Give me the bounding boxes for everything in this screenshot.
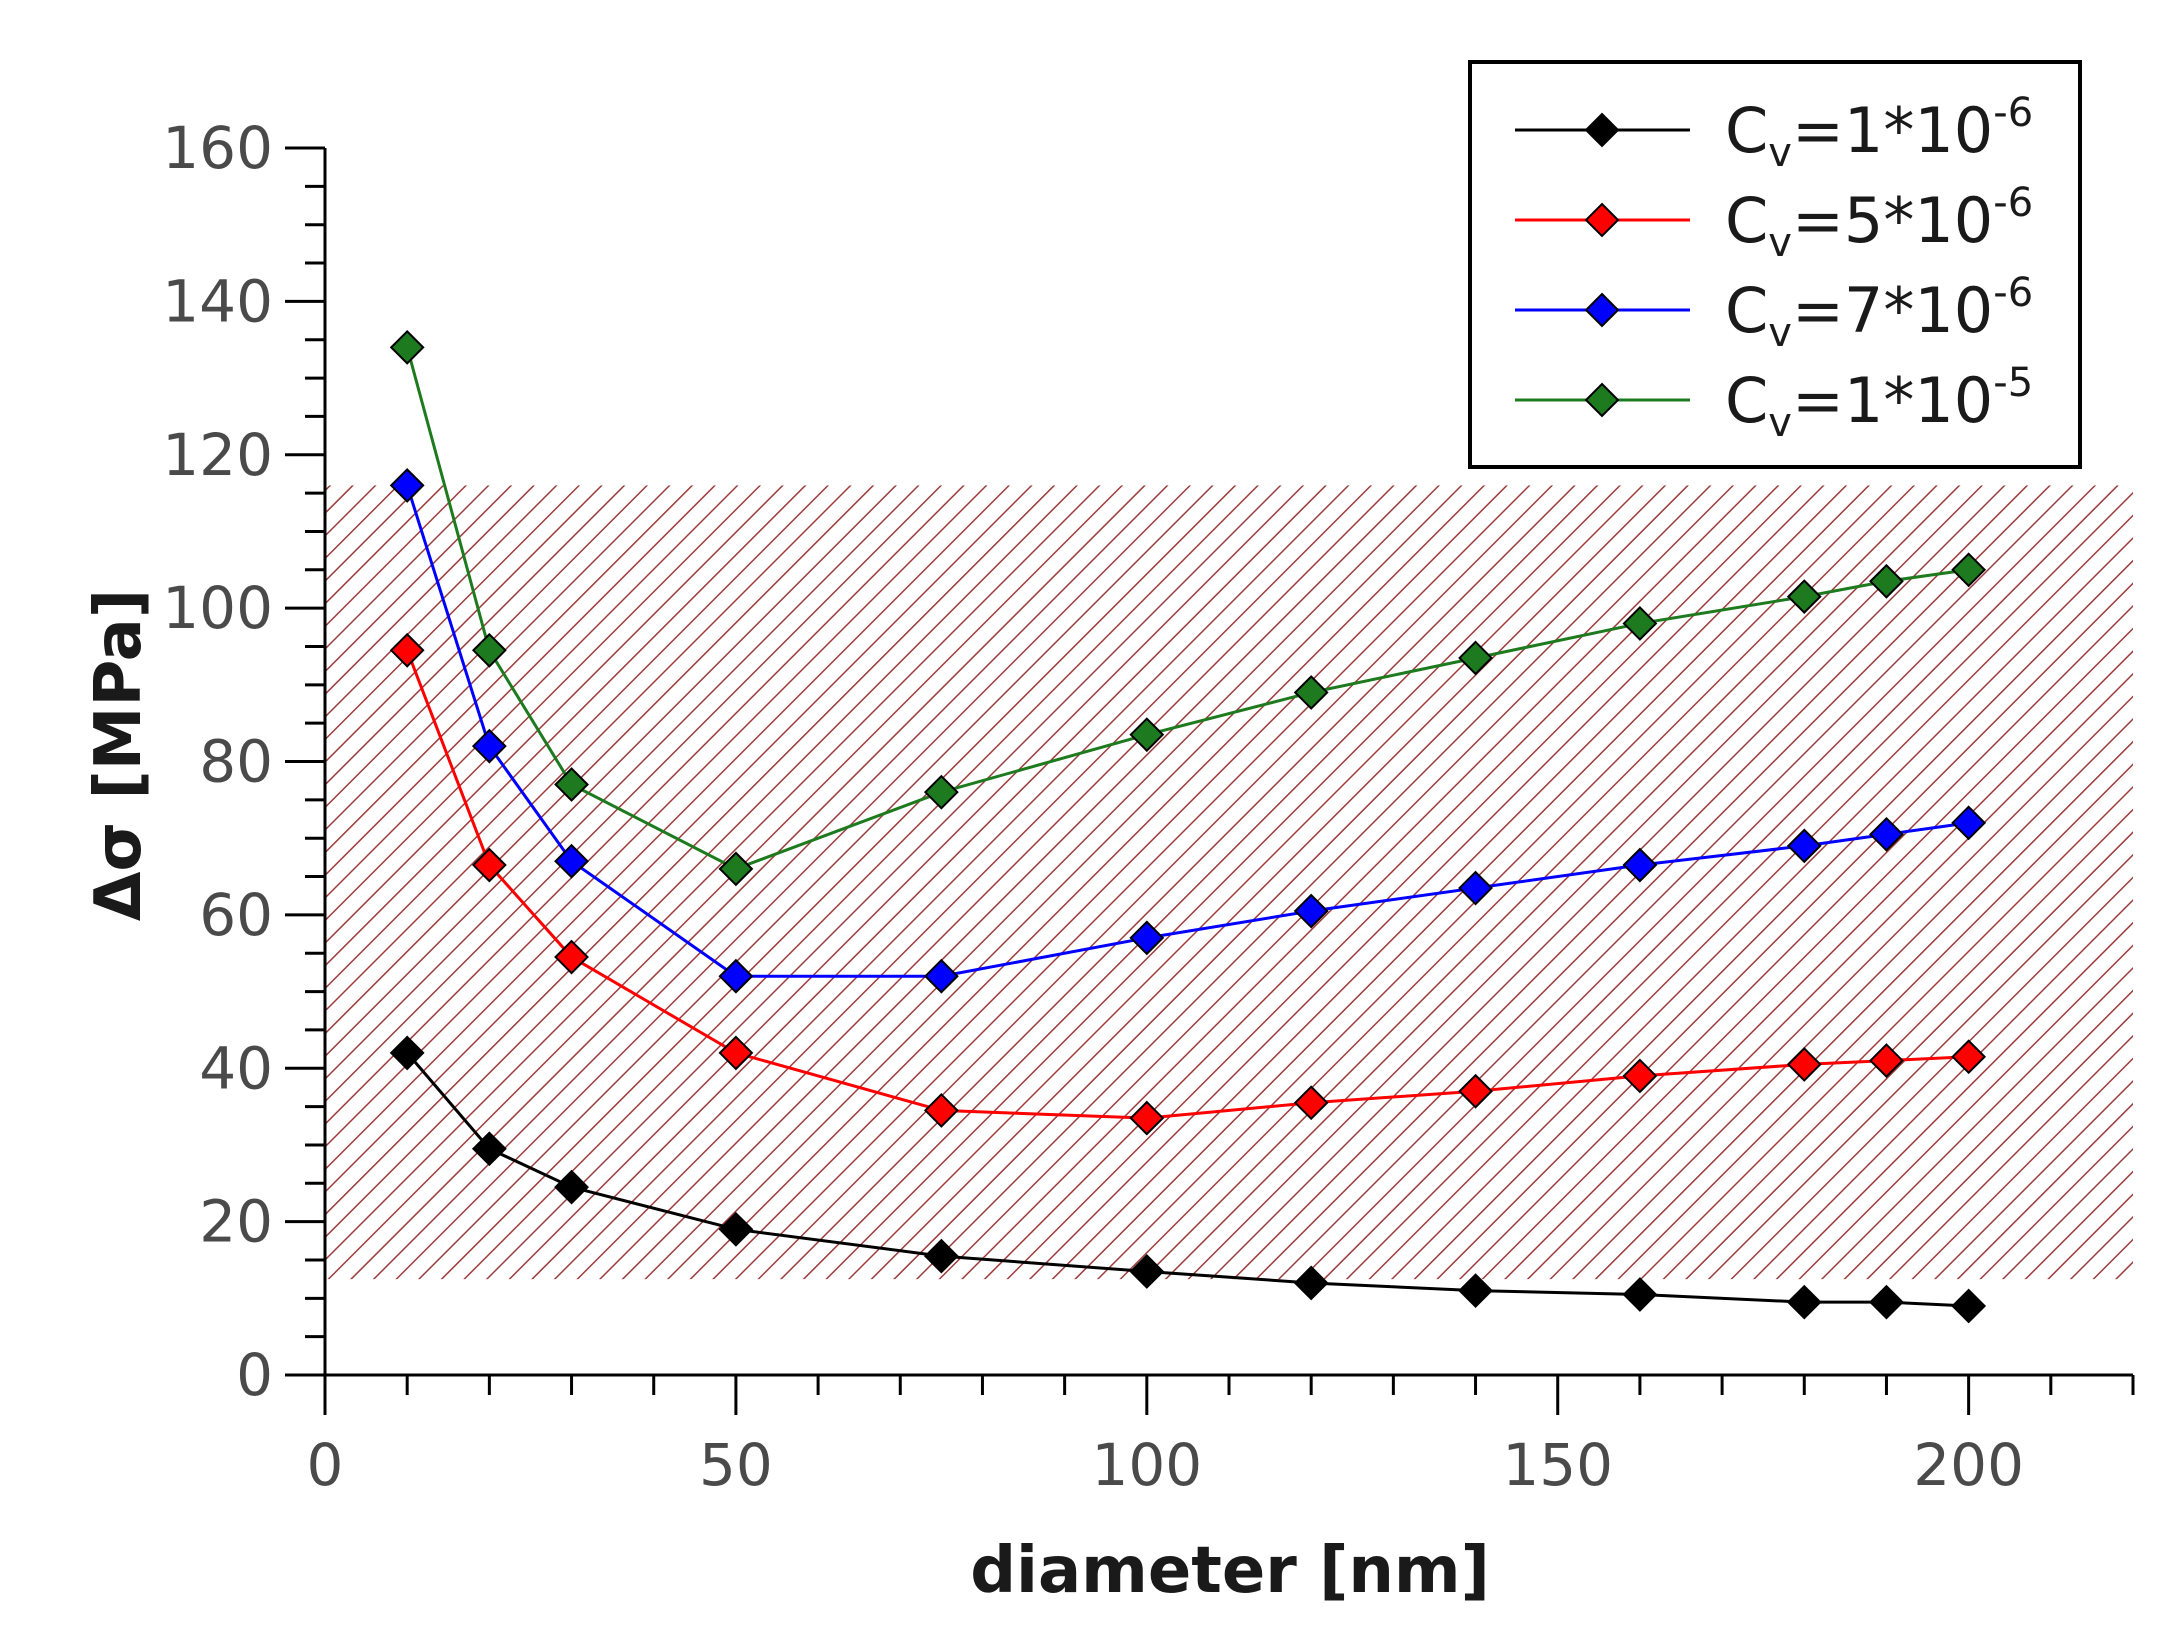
- x-axis-title: diameter [nm]: [970, 1534, 1490, 1608]
- data-point: [1786, 1047, 1822, 1082]
- y-tick-label: 100: [162, 574, 273, 642]
- data-point: [923, 774, 959, 810]
- legend-entry: Cv=1*10-5: [1515, 360, 2033, 446]
- data-point: [1129, 717, 1165, 753]
- data-point: [471, 847, 507, 883]
- legend-entry: Cv=7*10-6: [1515, 270, 2033, 356]
- data-point: [554, 767, 589, 802]
- shaded-band: [325, 485, 2133, 1280]
- legend-label: Cv=1*10-6: [1725, 90, 2033, 176]
- data-point: [1869, 1284, 1904, 1320]
- legend-marker: [1584, 382, 1620, 418]
- data-point: [471, 1131, 507, 1167]
- data-point: [1869, 563, 1904, 599]
- legend-marker: [1584, 292, 1620, 328]
- data-point: [554, 1169, 589, 1205]
- series: [389, 1035, 1987, 1324]
- data-point: [554, 843, 589, 879]
- data-point: [1293, 675, 1329, 710]
- data-point: [471, 728, 507, 764]
- data-point: [1951, 1288, 1987, 1324]
- legend-marker: [1584, 112, 1620, 148]
- data-point: [923, 958, 959, 994]
- y-tick-label: 60: [199, 881, 273, 949]
- data-point: [1458, 1273, 1493, 1309]
- axes: 0 50 100 150 200 0 20 40 60 80 100 120 140 160: [162, 114, 2135, 1499]
- data-point: [1951, 805, 1987, 841]
- x-tick-label: 150: [1502, 1431, 1613, 1499]
- data-point: [923, 1238, 959, 1274]
- data-point: [389, 1035, 425, 1071]
- data-point: [471, 632, 507, 668]
- data-point: [1951, 552, 1987, 588]
- legend: Cv=1*10-6Cv=5*10-6Cv=7*10-6Cv=1*10-5: [1468, 60, 2082, 469]
- legend-entry: Cv=5*10-6: [1515, 180, 2033, 266]
- data-point: [1951, 1039, 1987, 1075]
- data-point: [1129, 1254, 1165, 1289]
- data-point: [1129, 1100, 1165, 1136]
- data-point: [923, 1093, 959, 1128]
- data-point: [718, 1035, 754, 1071]
- data-point: [1622, 1277, 1658, 1312]
- data-point: [1293, 1085, 1329, 1121]
- legend-entry: Cv=1*10-6: [1515, 90, 2033, 176]
- y-tick-label: 160: [162, 114, 273, 182]
- data-point: [1458, 640, 1493, 676]
- series-layer: [389, 329, 1987, 1324]
- y-tick-label: 0: [236, 1341, 273, 1409]
- y-tick-label: 120: [162, 421, 273, 489]
- data-point: [1622, 1058, 1658, 1094]
- y-tick-label: 40: [199, 1034, 273, 1102]
- y-axis-title: Δσ [MPa]: [82, 589, 156, 921]
- data-point: [1786, 828, 1822, 864]
- x-tick-label: 100: [1091, 1431, 1202, 1499]
- y-tick-label: 20: [199, 1188, 273, 1256]
- data-point: [1293, 893, 1329, 929]
- data-point: [718, 958, 754, 994]
- data-point: [389, 329, 425, 365]
- y-tick-label: 80: [199, 728, 273, 796]
- x-tick-label: 0: [307, 1431, 344, 1499]
- data-point: [1786, 1284, 1822, 1320]
- legend-marker: [1584, 202, 1620, 238]
- y-tick-label: 140: [162, 267, 273, 335]
- data-point: [1869, 816, 1904, 852]
- data-point: [389, 632, 425, 668]
- x-tick-label: 200: [1913, 1431, 2024, 1499]
- data-point: [718, 851, 754, 887]
- legend-label: Cv=7*10-6: [1725, 270, 2033, 356]
- data-point: [389, 468, 425, 503]
- legend-label: Cv=1*10-5: [1725, 360, 2033, 446]
- data-point: [1869, 1043, 1904, 1078]
- series: [389, 329, 1987, 887]
- data-point: [1293, 1265, 1329, 1301]
- series: [389, 468, 1987, 994]
- data-point: [1622, 847, 1658, 883]
- legend-label: Cv=5*10-6: [1725, 180, 2033, 266]
- data-point: [1458, 1073, 1493, 1109]
- data-point: [1129, 920, 1165, 956]
- data-point: [718, 1211, 754, 1247]
- x-tick-label: 50: [699, 1431, 773, 1499]
- data-point: [554, 939, 589, 975]
- series: [389, 632, 1987, 1136]
- data-point: [1786, 579, 1822, 615]
- data-point: [1622, 606, 1658, 641]
- data-point: [1458, 870, 1493, 906]
